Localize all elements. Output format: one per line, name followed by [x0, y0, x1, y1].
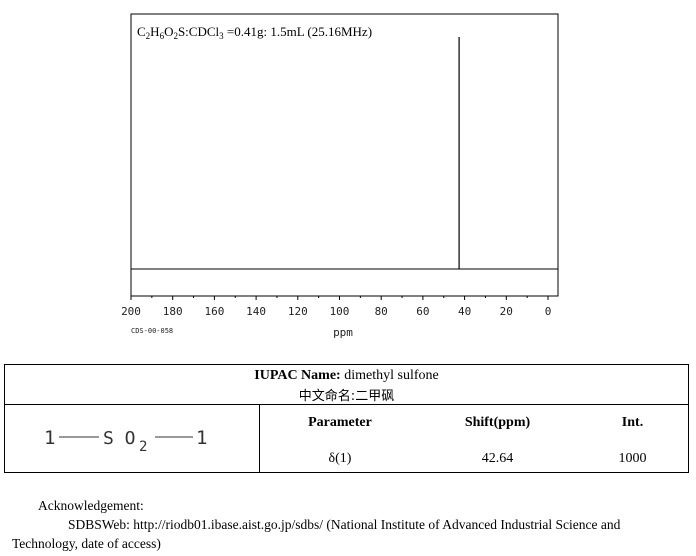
header-shift: Shift(ppm): [464, 415, 531, 430]
chinese-name-label: 中文命名:: [298, 389, 356, 404]
structure-subscript: 2: [139, 439, 147, 455]
x-tick-label: 20: [500, 305, 513, 318]
structure-right-atom: 1: [196, 427, 207, 449]
spectrum-code: CDS-00-058: [131, 327, 173, 335]
x-tick-label: 40: [458, 305, 471, 318]
iupac-label: IUPAC Name:: [254, 368, 341, 383]
chinese-name: 二甲砜: [355, 389, 395, 404]
header-parameter: Parameter: [308, 415, 372, 430]
x-tick-label: 160: [204, 305, 224, 318]
structure-center-group: S O: [103, 428, 136, 449]
cell-intensity: 1000: [618, 451, 647, 466]
acknowledgement-body: SDBSWeb: http://riodb01.ibase.aist.go.jp…: [12, 517, 621, 551]
acknowledgement-title: Acknowledgement:: [38, 498, 144, 513]
x-tick-label: 200: [121, 305, 141, 318]
x-axis-ticks: 200 180 160 140 120 100 80 60 40 20 0: [121, 296, 551, 318]
spectrum-title: C2H6O2S:CDCl3 =0.41g: 1.5mL (25.16MHz): [137, 24, 372, 41]
iupac-row: IUPAC Name: dimethyl sulfone 中文命名:二甲砜: [5, 365, 688, 405]
x-tick-label: 80: [375, 305, 388, 318]
spectrum-chart: C2H6O2S:CDCl3 =0.41g: 1.5mL (25.16MHz) 2…: [121, 13, 559, 339]
x-tick-label: 120: [288, 305, 308, 318]
x-tick-label: 140: [246, 305, 266, 318]
x-tick-label: 180: [163, 305, 183, 318]
x-tick-label: 60: [416, 305, 429, 318]
cell-shift: 42.64: [481, 451, 514, 466]
info-table: IUPAC Name: dimethyl sulfone 中文命名:二甲砜 1 …: [4, 364, 689, 473]
plot-frame: [130, 13, 559, 297]
x-axis-label: ppm: [333, 326, 353, 339]
structure-diagram: 1 S O 2 1: [44, 427, 207, 455]
structure-left-atom: 1: [44, 427, 55, 449]
cell-parameter: δ(1): [328, 451, 352, 466]
header-intensity: Int.: [621, 415, 644, 430]
structure-cell: 1 S O 2 1: [5, 404, 260, 472]
x-tick-label: 0: [545, 305, 552, 318]
parameter-table: Parameter Shift(ppm) Int. δ(1) 42.64 100…: [260, 404, 688, 472]
x-tick-label: 100: [330, 305, 350, 318]
iupac-name: dimethyl sulfone: [344, 368, 439, 383]
